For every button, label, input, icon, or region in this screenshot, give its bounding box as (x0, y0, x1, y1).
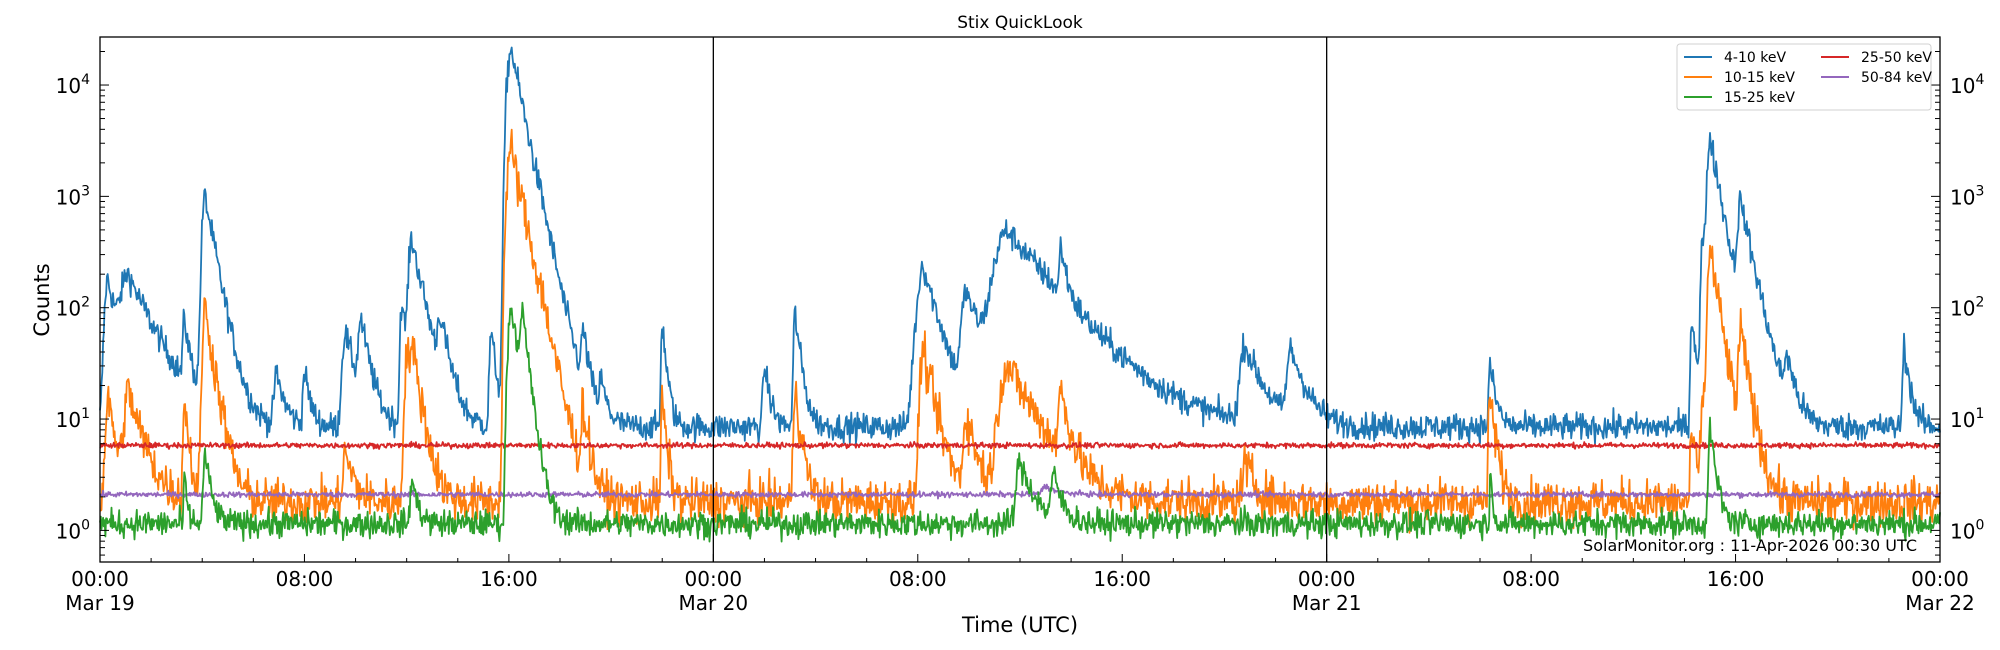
x-tick-label: 08:00 (1502, 567, 1560, 591)
legend-label: 15-25 keV (1724, 90, 1795, 106)
x-tick-date: Mar 20 (679, 591, 749, 615)
annotation: SolarMonitor.org : 11-Apr-2026 00:30 UTC (1583, 536, 1917, 555)
y-tick-label: 103 (56, 183, 90, 209)
x-axis-label: Time (UTC) (961, 613, 1078, 637)
x-tick-label: 00:00 (1911, 567, 1969, 591)
x-tick-label: 00:00 (1298, 567, 1356, 591)
legend-label: 25-50 keV (1861, 50, 1932, 66)
y-tick-label: 100 (56, 517, 90, 543)
y-tick-label: 104 (56, 72, 90, 98)
legend-label: 50-84 keV (1861, 70, 1932, 86)
series-line-25-50-keV (99, 440, 1941, 450)
plot-frame (99, 36, 1941, 563)
x-tick-date: Mar 22 (1905, 591, 1975, 615)
legend-label: 10-15 keV (1724, 70, 1795, 86)
legend-box (1676, 43, 1932, 111)
x-tick-label: 08:00 (276, 567, 334, 591)
y-tick-label: 100 (1950, 517, 1984, 543)
chart-title: Stix QuickLook (957, 13, 1083, 33)
x-tick-date: Mar 19 (65, 591, 135, 615)
x-tick-label: 00:00 (71, 567, 129, 591)
day-boundaries (712, 37, 1328, 562)
series-layer (99, 46, 1941, 543)
y-tick-label: 104 (1950, 72, 1984, 98)
x-tick-label: 08:00 (889, 567, 947, 591)
series-line-15-25-keV (99, 301, 1941, 543)
y-tick-label: 102 (56, 295, 90, 321)
series-line-4-10-keV (99, 46, 1941, 445)
series-line-50-84-keV (99, 483, 1941, 500)
x-tick-label: 16:00 (1093, 567, 1151, 591)
legend: 4-10 keV 10-15 keV 15-25 keV 25-50 keV 50-84… (1676, 43, 1932, 111)
x-tick-date: Mar 21 (1292, 591, 1362, 615)
y-tick-label: 103 (1950, 183, 1984, 209)
y-tick-label: 102 (1950, 295, 1984, 321)
y-axis-label: Counts (30, 263, 54, 336)
series-line-10-15-keV (99, 128, 1941, 534)
x-tick-label: 16:00 (1707, 567, 1765, 591)
x-tick-label: 00:00 (685, 567, 743, 591)
y-tick-label: 101 (56, 406, 90, 432)
legend-label: 4-10 keV (1724, 50, 1786, 66)
y-tick-label: 101 (1950, 406, 1984, 432)
x-tick-label: 16:00 (480, 567, 538, 591)
